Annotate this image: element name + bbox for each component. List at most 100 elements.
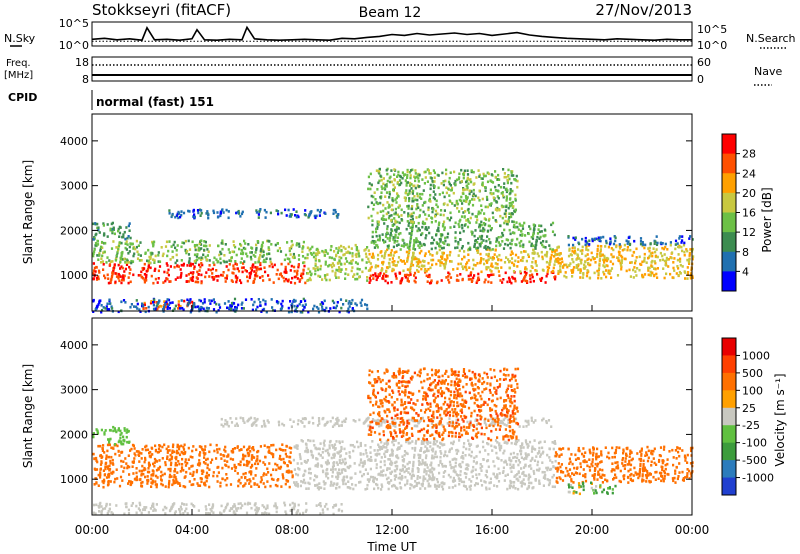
data-cell [150,253,153,256]
data-cell [475,455,478,458]
data-cell [393,212,396,216]
data-cell [379,210,382,213]
data-cell [406,279,409,282]
data-cell [130,261,133,265]
data-cell [683,253,686,257]
data-cell [647,267,650,270]
data-cell [406,181,409,184]
data-cell [414,186,417,190]
data-cell [524,463,527,467]
data-cell [575,264,578,267]
data-cell [551,270,554,273]
data-cell [291,475,294,479]
data-cell [519,224,522,227]
data-cell [179,304,182,308]
data-cell [678,235,681,238]
data-cell [436,229,439,232]
data-cell [534,448,537,451]
data-cell [317,452,320,456]
data-cell [323,439,326,443]
data-cell [249,416,253,420]
data-cell [215,302,218,306]
data-cell [464,467,467,471]
data-cell [266,419,269,422]
data-cell [255,467,258,470]
data-cell [372,475,375,479]
data-cell [548,260,551,264]
data-cell [203,483,206,486]
data-cell [678,245,681,249]
data-cell [504,212,508,215]
data-cell [689,235,692,238]
data-cell [421,416,424,420]
data-cell [372,203,376,206]
data-cell [669,243,672,247]
data-cell [462,172,465,176]
data-cell [390,463,393,467]
data-cell [330,482,333,485]
data-cell [417,221,420,225]
data-cell [437,174,440,177]
data-cell [141,302,144,306]
data-cell [474,194,477,198]
data-cell [466,420,469,424]
frequency-left-tick-top: 18 [75,56,89,69]
data-cell [100,310,103,314]
data-cell [393,222,396,226]
data-cell [187,280,190,283]
data-cell [515,174,518,178]
data-cell [337,276,340,279]
data-cell [475,247,478,250]
data-cell [245,252,248,256]
data-cell [569,262,572,265]
data-cell [486,235,489,238]
data-cell [157,269,160,273]
data-cell [477,212,480,216]
data-cell [118,235,121,238]
data-cell [574,238,577,241]
data-cell [345,268,348,271]
data-cell [655,243,659,246]
data-cell [388,262,391,265]
data-cell [191,302,195,305]
data-cell [293,445,296,449]
data-cell [465,180,468,184]
data-cell [411,257,414,260]
data-cell [420,440,424,443]
data-cell [200,256,203,259]
data-cell [224,280,227,283]
data-cell [653,260,656,263]
data-cell [541,257,544,261]
data-cell [381,485,384,488]
data-cell [390,219,393,222]
data-cell [373,487,376,491]
data-cell [208,450,211,454]
data-cell [314,262,317,266]
data-cell [274,462,277,466]
data-cell [107,475,110,479]
data-cell [222,425,225,428]
data-cell [545,240,548,243]
data-cell [513,231,516,235]
data-cell [649,242,652,245]
data-cell [130,242,133,246]
data-cell [256,274,259,278]
data-cell [372,195,375,199]
data-cell [375,234,378,238]
data-cell [503,221,506,225]
data-cell [153,259,156,262]
data-cell [97,303,100,306]
data-cell [247,243,250,246]
data-cell [464,485,467,488]
data-cell [520,239,523,243]
data-cell [536,232,540,235]
data-cell [380,424,383,427]
data-cell [438,237,441,241]
data-cell [557,257,560,260]
data-cell [267,471,270,474]
data-cell [259,261,262,265]
data-cell [162,308,165,311]
data-cell [619,245,622,248]
data-cell [332,212,335,215]
data-cell [126,259,129,263]
